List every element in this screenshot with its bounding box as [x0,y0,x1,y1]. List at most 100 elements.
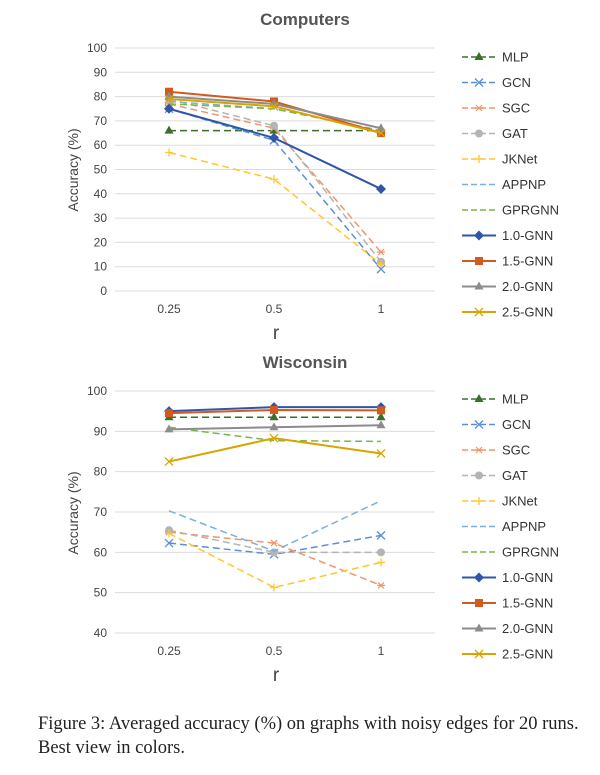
x-axis-label: r [273,665,280,686]
series-2-5-gnn [164,433,386,467]
legend-marker [474,649,484,659]
y-axis-label: Accuracy (%) [65,471,81,554]
data-point [270,121,278,130]
x-tick-label: 0.25 [157,644,181,658]
y-tick-label: 10 [94,260,108,274]
data-point [269,101,279,111]
series-jknet [165,529,385,592]
data-point [164,94,174,104]
legend-label: GPRGNN [502,545,559,560]
legend-item: GCN [462,417,531,432]
legend-marker [475,129,483,138]
legend-label: GAT [502,468,528,483]
legend-label: 1.0-GNN [502,228,553,243]
data-point [270,175,278,184]
legend-marker [475,104,483,112]
y-tick-label: 30 [94,211,108,225]
legend-label: 2.5-GNN [502,647,553,662]
y-tick-label: 70 [94,505,108,519]
data-point [269,422,279,431]
y-tick-label: 100 [87,41,107,55]
data-point [376,128,386,138]
x-axis-label: r [273,323,280,344]
series-line [168,531,382,587]
y-tick-label: 60 [94,138,108,152]
data-point [164,103,174,114]
series-line [168,500,382,552]
data-point [377,548,385,557]
legend-item: 2.5-GNN [462,305,553,320]
legend-label: GCN [502,75,531,90]
series-line [168,426,382,443]
data-point [164,424,174,433]
legend-label: GCN [502,417,531,432]
legend-label: GPRGNN [502,203,559,218]
legend-marker [475,446,483,454]
y-tick-label: 60 [94,545,108,559]
data-point [377,558,385,567]
series-line [168,529,381,554]
legend-item: GCN [462,75,531,90]
legend-label: 1.5-GNN [502,254,553,269]
y-tick-label: 50 [94,163,108,177]
legend-marker [474,623,484,632]
y-tick-label: 0 [100,284,107,298]
y-tick-label: 20 [94,235,108,249]
data-point [376,123,386,132]
y-tick-label: 80 [94,465,108,479]
legend-marker [475,497,483,505]
y-tick-label: 50 [94,586,108,600]
legend-marker [474,420,484,429]
data-point [376,412,386,421]
data-point [270,583,278,592]
data-point [164,125,174,134]
y-tick-label: 80 [94,90,108,104]
legend-label: APPNP [502,177,546,192]
legend-label: APPNP [502,519,546,534]
legend-item: SGC [462,443,530,458]
legend-label: SGC [502,101,530,116]
legend-marker [475,599,483,607]
chart-wisconsin: Wisconsin Accuracy (%) r 40 50 60 70 80 90 100… [65,353,559,686]
y-tick-label: 70 [94,114,108,128]
data-point [165,529,173,538]
series-line [168,103,382,253]
legend-item: MLP [462,392,529,407]
series-1-5-gnn [165,405,385,418]
series-line [168,532,382,589]
x-tick-label: 0.5 [266,644,283,658]
x-tick-label: 1 [378,644,385,658]
legend-label: JKNet [502,152,538,167]
x-tick-label: 0.5 [266,302,283,316]
chart-title: Computers [260,10,350,29]
series-2-5-gnn [164,94,386,138]
legend-item: 2.0-GNN [462,621,553,636]
data-point [269,433,279,443]
chart-title: Wisconsin [263,353,348,372]
legend-label: JKNet [502,494,538,509]
legend-marker [474,281,484,290]
y-tick-label: 90 [94,65,108,79]
legend-item: 1.0-GNN [462,228,553,243]
legend-item: 2.0-GNN [462,279,553,294]
series-sgc [165,528,385,589]
legend-item: JKNet [462,494,538,509]
y-tick-label: 90 [94,424,108,438]
legend-item: 1.5-GNN [462,596,553,611]
legend-label: 1.0-GNN [502,570,553,585]
series-line [168,98,382,263]
data-point [377,248,385,256]
legend-label: 2.0-GNN [502,621,553,636]
legend-item: 1.5-GNN [462,254,553,269]
data-point [165,148,173,157]
legend-label: 1.5-GNN [502,596,553,611]
series-jknet [165,148,385,269]
data-point [270,405,278,414]
legend-marker [474,394,484,402]
legend-marker [475,471,483,480]
legend-marker [475,257,483,265]
series-line [168,151,382,265]
figure: Computers Accuracy (%) r 0 10 20 30 40 50 60 70… [65,10,559,686]
legend-label: MLP [502,392,529,407]
data-point [376,183,386,194]
